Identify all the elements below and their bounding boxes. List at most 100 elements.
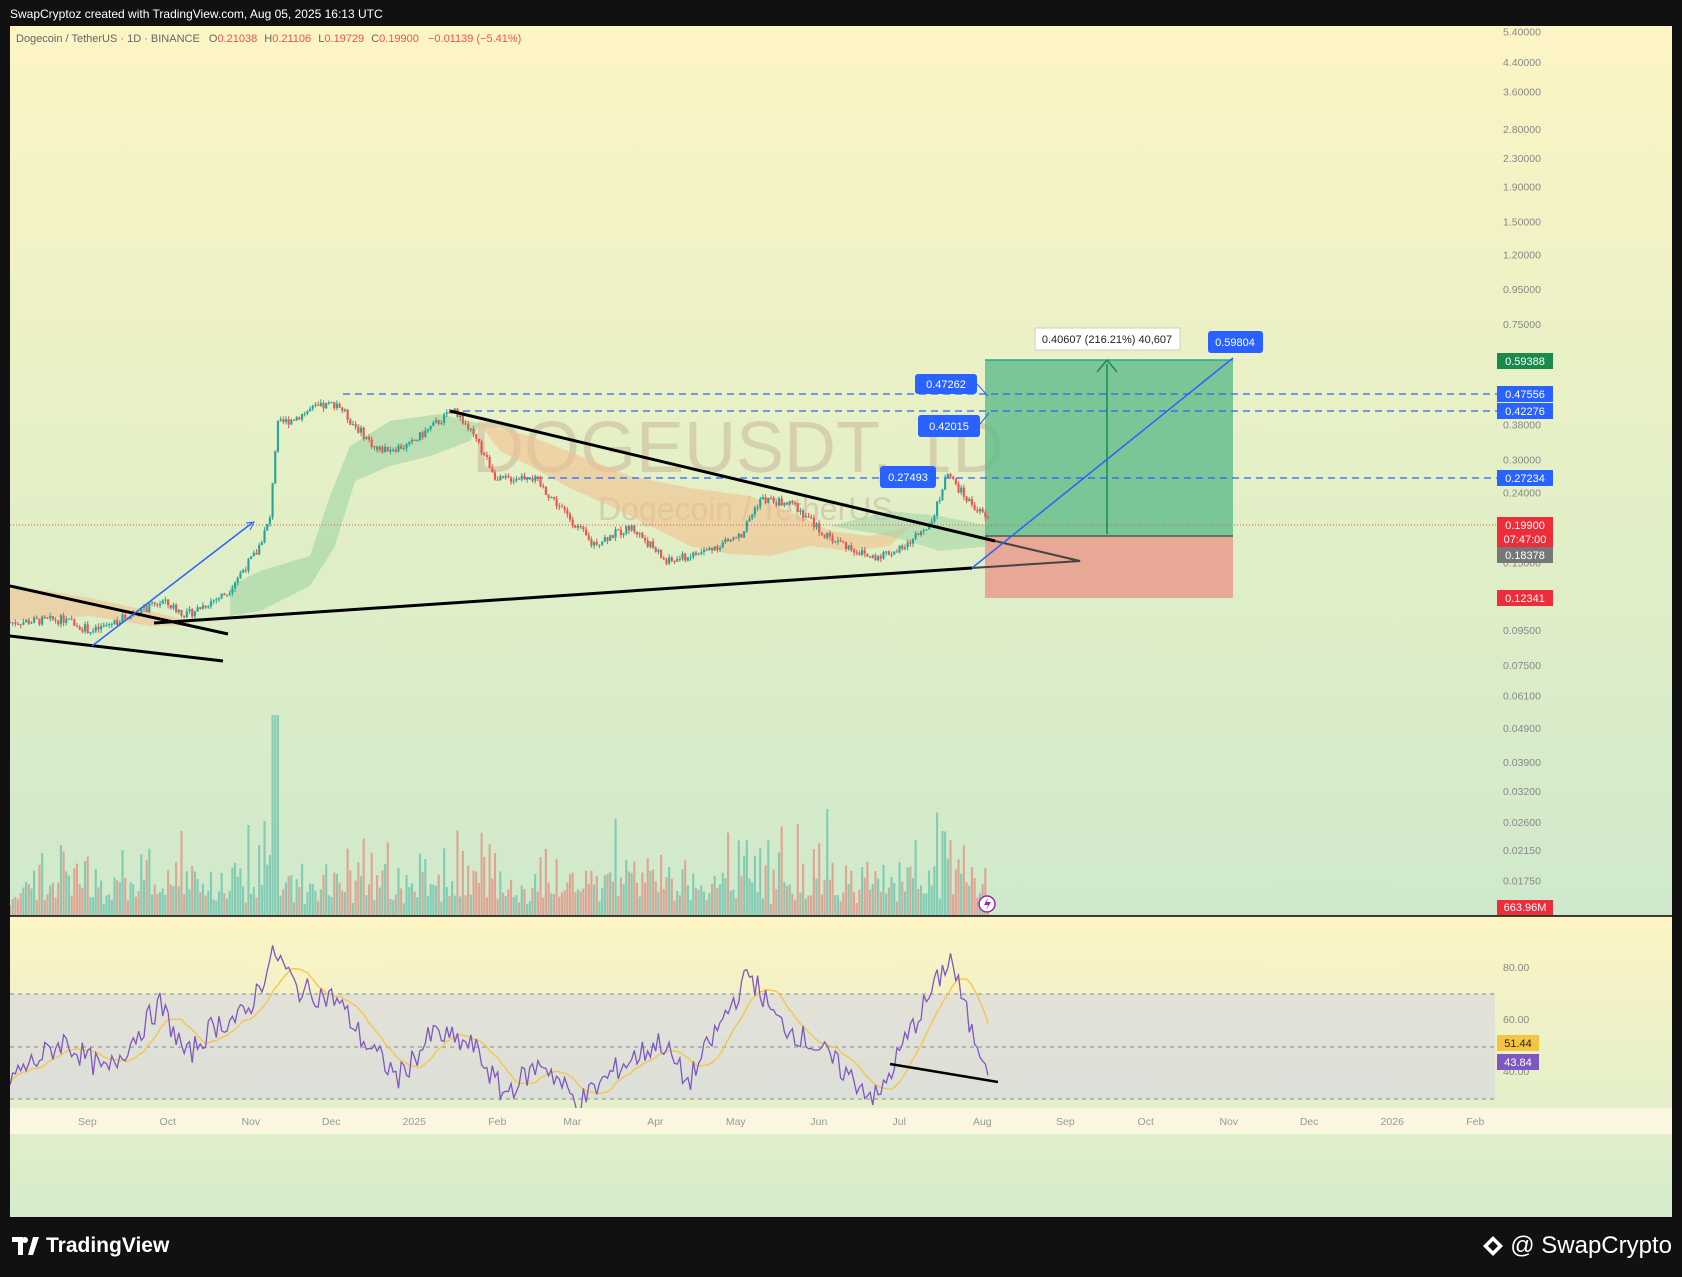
- candle[interactable]: [727, 539, 730, 542]
- candle[interactable]: [89, 632, 92, 634]
- candle[interactable]: [225, 594, 229, 596]
- candle[interactable]: [276, 420, 280, 452]
- candle[interactable]: [863, 550, 866, 554]
- candle[interactable]: [962, 487, 965, 497]
- candle[interactable]: [735, 537, 738, 539]
- candle[interactable]: [946, 474, 949, 478]
- candle[interactable]: [325, 403, 328, 409]
- candle[interactable]: [10, 622, 12, 624]
- candle[interactable]: [472, 428, 475, 435]
- candle[interactable]: [528, 478, 531, 480]
- candle[interactable]: [263, 530, 266, 543]
- candle[interactable]: [785, 502, 789, 505]
- candle[interactable]: [810, 516, 813, 518]
- candle[interactable]: [172, 604, 175, 609]
- candle[interactable]: [818, 523, 821, 533]
- projection-line[interactable]: [971, 357, 1234, 569]
- candle[interactable]: [552, 496, 556, 499]
- candle[interactable]: [475, 434, 478, 439]
- candle[interactable]: [91, 631, 95, 633]
- candle[interactable]: [668, 557, 671, 564]
- candle[interactable]: [694, 552, 698, 555]
- candle[interactable]: [378, 446, 381, 450]
- candle[interactable]: [413, 439, 416, 441]
- candle[interactable]: [491, 467, 494, 473]
- candle[interactable]: [651, 541, 655, 548]
- candle[interactable]: [515, 478, 518, 481]
- candle[interactable]: [319, 402, 322, 406]
- candle[interactable]: [335, 403, 338, 409]
- candle[interactable]: [625, 525, 628, 534]
- candle[interactable]: [764, 497, 767, 503]
- candle[interactable]: [191, 609, 194, 617]
- candle[interactable]: [839, 540, 842, 542]
- candle[interactable]: [306, 411, 309, 414]
- candle[interactable]: [300, 414, 304, 420]
- candle[interactable]: [381, 446, 384, 453]
- candle[interactable]: [617, 529, 620, 531]
- candle[interactable]: [504, 476, 507, 478]
- candle[interactable]: [376, 446, 379, 450]
- rsi-line[interactable]: [10, 945, 989, 1118]
- candle[interactable]: [965, 496, 968, 502]
- candle[interactable]: [919, 531, 923, 536]
- candle[interactable]: [274, 451, 277, 484]
- candle[interactable]: [901, 545, 904, 549]
- candle[interactable]: [568, 514, 572, 520]
- candle[interactable]: [426, 428, 430, 431]
- candle[interactable]: [199, 607, 202, 609]
- tradingview-logo[interactable]: TradingView: [12, 1234, 169, 1258]
- candle[interactable]: [855, 552, 858, 554]
- candle[interactable]: [330, 402, 333, 404]
- candle[interactable]: [236, 577, 239, 583]
- candle[interactable]: [97, 626, 100, 630]
- candle[interactable]: [207, 606, 210, 608]
- candle[interactable]: [54, 619, 57, 621]
- candle[interactable]: [370, 439, 373, 448]
- candle[interactable]: [488, 456, 491, 468]
- candle[interactable]: [560, 506, 564, 508]
- candle[interactable]: [25, 619, 28, 623]
- candle[interactable]: [759, 498, 762, 508]
- candle[interactable]: [970, 499, 973, 505]
- candle[interactable]: [295, 417, 298, 421]
- candle[interactable]: [777, 498, 781, 506]
- candle[interactable]: [266, 523, 269, 531]
- candle[interactable]: [158, 603, 162, 606]
- candle[interactable]: [140, 608, 143, 616]
- trendline[interactable]: [449, 409, 996, 543]
- candle[interactable]: [496, 479, 499, 481]
- candle[interactable]: [201, 605, 204, 609]
- candle[interactable]: [161, 600, 164, 604]
- candle[interactable]: [933, 515, 936, 522]
- candle[interactable]: [49, 616, 52, 619]
- candle[interactable]: [354, 424, 357, 428]
- candle[interactable]: [338, 403, 341, 408]
- candle[interactable]: [566, 509, 569, 515]
- candle[interactable]: [102, 625, 105, 627]
- candle[interactable]: [384, 446, 387, 453]
- candle[interactable]: [70, 618, 73, 620]
- candle[interactable]: [670, 557, 673, 561]
- chart-frame[interactable]: DOGEUSDT, 1D Dogecoin / TetherUS Dogecoi…: [10, 26, 1672, 1217]
- candle[interactable]: [284, 419, 288, 422]
- candle[interactable]: [638, 533, 641, 535]
- candle[interactable]: [252, 552, 255, 557]
- candle[interactable]: [424, 430, 427, 438]
- candle[interactable]: [635, 531, 639, 535]
- candle[interactable]: [41, 616, 44, 625]
- candle[interactable]: [317, 404, 320, 406]
- candle[interactable]: [871, 555, 874, 558]
- candle[interactable]: [268, 517, 271, 524]
- candle[interactable]: [807, 516, 810, 518]
- candle[interactable]: [314, 404, 317, 406]
- candle[interactable]: [745, 521, 748, 532]
- candle[interactable]: [708, 547, 711, 551]
- candle[interactable]: [836, 540, 840, 542]
- candle[interactable]: [938, 499, 941, 502]
- candle[interactable]: [558, 505, 561, 507]
- candle[interactable]: [493, 472, 497, 480]
- candle[interactable]: [357, 427, 360, 433]
- candle[interactable]: [255, 552, 258, 555]
- candle[interactable]: [389, 450, 392, 452]
